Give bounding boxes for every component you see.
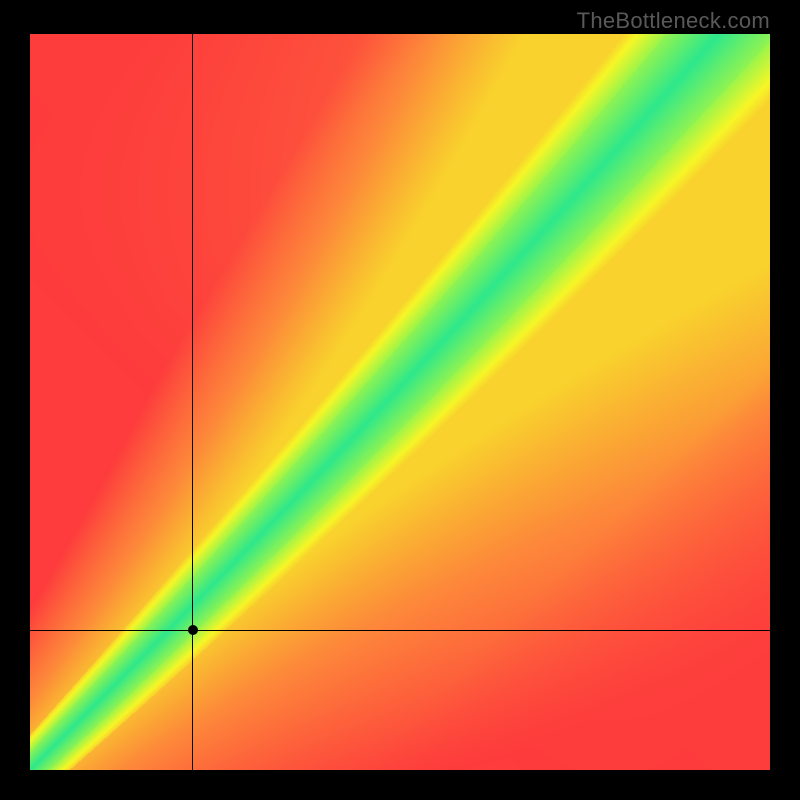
heatmap-plot-area	[30, 34, 770, 770]
watermark-text: TheBottleneck.com	[577, 8, 770, 34]
chart-frame: TheBottleneck.com	[0, 0, 800, 800]
heatmap-canvas	[30, 34, 770, 770]
